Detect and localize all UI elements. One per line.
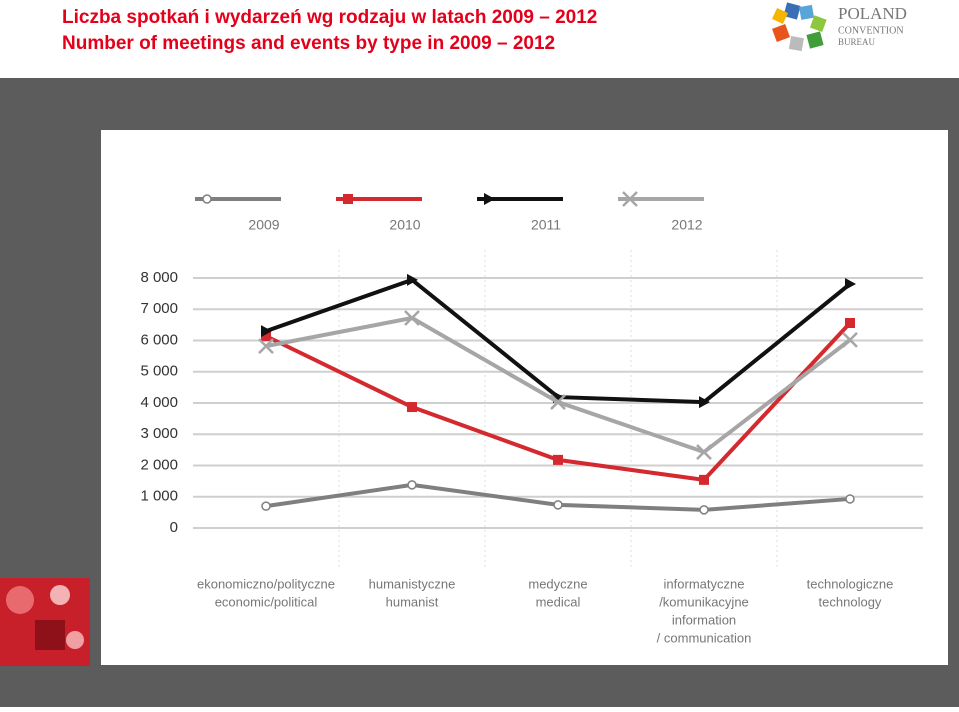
point (407, 480, 417, 490)
point (842, 331, 858, 348)
point (261, 501, 271, 511)
decor-shape (35, 620, 65, 650)
logo-tile (809, 15, 827, 32)
legend-marker (484, 193, 495, 205)
logo-tile (806, 31, 824, 49)
legend-label: 2010 (389, 217, 420, 233)
y-tick-label: 6 000 (140, 331, 178, 348)
logo: POLAND CONVENTION BUREAU (772, 2, 907, 52)
point (261, 331, 271, 342)
point (699, 474, 709, 485)
point (404, 310, 420, 326)
y-tick-label: 2 000 (140, 456, 178, 473)
x-tick-label: technologiczne (807, 576, 894, 591)
y-tick-label: 5 000 (140, 363, 178, 380)
decor-shape (66, 631, 84, 649)
legend-marker (202, 194, 212, 204)
y-tick-label: 3 000 (140, 425, 178, 442)
y-tick-label: 4 000 (140, 394, 178, 411)
x-tick-label: ekonomiczno/polityczne (197, 576, 335, 591)
logo-tile (772, 8, 788, 24)
point (553, 454, 563, 465)
point (699, 505, 709, 515)
x-tick-label: information (672, 612, 736, 627)
y-tick-label: 1 000 (140, 488, 178, 505)
x-tick-label: informatyczne (664, 576, 745, 591)
y-tick-label: 0 (170, 519, 178, 536)
logo-text: POLAND (838, 4, 907, 23)
title-en: Number of meetings and events by type in… (62, 33, 555, 54)
logo-text: CONVENTION (838, 25, 904, 36)
x-tick-label: humanistyczne (369, 576, 456, 591)
legend-marker (622, 191, 638, 207)
point (845, 494, 855, 504)
chart-panel (101, 130, 948, 665)
point (550, 394, 566, 410)
y-tick-label: 8 000 (140, 269, 178, 286)
x-tick-label: technology (819, 594, 882, 609)
point (699, 396, 710, 409)
y-tick-label: 7 000 (140, 300, 178, 317)
point (845, 318, 855, 328)
point (553, 500, 563, 510)
logo-tile (783, 2, 801, 20)
legend-label: 2009 (248, 217, 279, 233)
title-pl: Liczba spotkań i wydarzeń wg rodzaju w l… (62, 7, 597, 28)
point (407, 402, 417, 413)
logo-tile (799, 4, 815, 20)
x-tick-label: medical (536, 594, 581, 609)
point (258, 338, 274, 355)
x-tick-label: / communication (657, 630, 752, 645)
x-tick-label: economic/political (215, 594, 318, 609)
decor-shape (6, 586, 34, 614)
legend-marker (343, 194, 353, 204)
x-tick-label: humanist (386, 594, 439, 609)
legend-label: 2012 (671, 217, 702, 233)
logo-tile (772, 24, 790, 42)
point (845, 277, 856, 290)
x-tick-label: /komunikacyjne (659, 594, 749, 609)
x-tick-label: medyczne (528, 576, 587, 591)
decoration (0, 578, 90, 666)
logo-tile (788, 36, 804, 52)
decor-shape (50, 585, 70, 605)
point (696, 444, 712, 460)
logo-text: BUREAU (838, 37, 876, 47)
point (261, 325, 272, 338)
point (407, 273, 418, 286)
legend-label: 2011 (531, 217, 561, 233)
